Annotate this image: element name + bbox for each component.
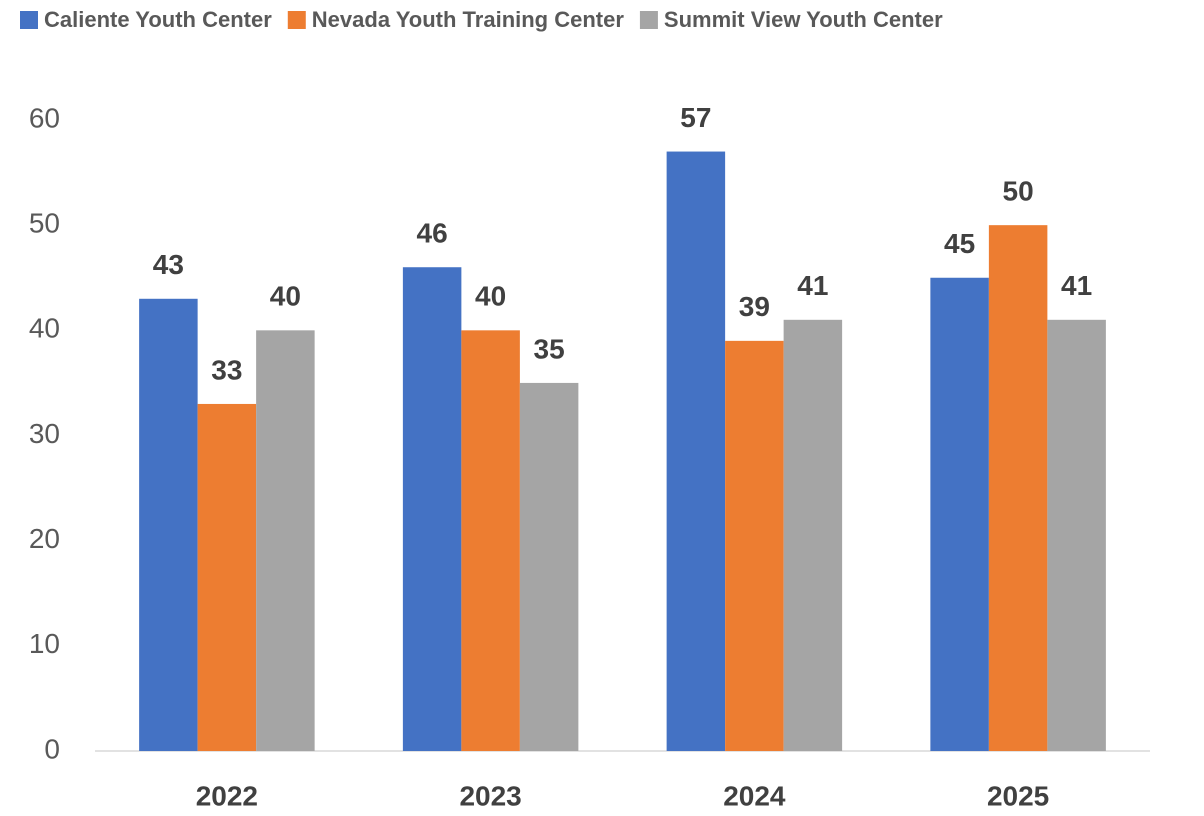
y-tick-label: 50 (29, 208, 60, 239)
data-label: 40 (270, 281, 301, 312)
data-label: 35 (534, 333, 565, 364)
data-label: 39 (739, 291, 770, 322)
bar (666, 151, 726, 752)
data-label: 43 (153, 249, 184, 280)
bar (256, 330, 315, 751)
y-tick-label: 60 (29, 102, 60, 133)
bar (1047, 319, 1106, 751)
bar (139, 298, 198, 751)
x-tick-label: 2024 (723, 780, 786, 811)
y-tick-label: 0 (44, 733, 60, 764)
bar (988, 225, 1048, 751)
data-label: 41 (1061, 270, 1092, 301)
y-tick-label: 20 (29, 523, 60, 554)
legend-swatch (20, 11, 38, 29)
y-tick-label: 30 (29, 418, 60, 449)
data-label: 57 (680, 102, 711, 133)
bar (461, 330, 520, 751)
bar (783, 319, 843, 751)
y-tick-label: 40 (29, 313, 60, 344)
data-label: 40 (475, 281, 506, 312)
data-label: 50 (1003, 176, 1034, 207)
y-tick-label: 10 (29, 628, 60, 659)
bar (930, 277, 989, 751)
legend-label: Caliente Youth Center (44, 7, 272, 32)
data-label: 46 (417, 218, 448, 249)
data-label: 41 (797, 270, 828, 301)
data-label: 33 (211, 354, 242, 385)
bar (402, 267, 462, 751)
x-tick-label: 2023 (459, 780, 521, 811)
legend-label: Summit View Youth Center (664, 7, 943, 32)
legend-swatch (639, 11, 658, 29)
data-label: 45 (944, 228, 975, 259)
bar (725, 340, 784, 751)
bar (519, 382, 579, 751)
x-tick-label: 2022 (196, 780, 258, 811)
legend-swatch (287, 11, 306, 29)
x-tick-label: 2025 (987, 780, 1049, 811)
legend-label: Nevada Youth Training Center (312, 7, 625, 32)
bar (197, 403, 257, 751)
